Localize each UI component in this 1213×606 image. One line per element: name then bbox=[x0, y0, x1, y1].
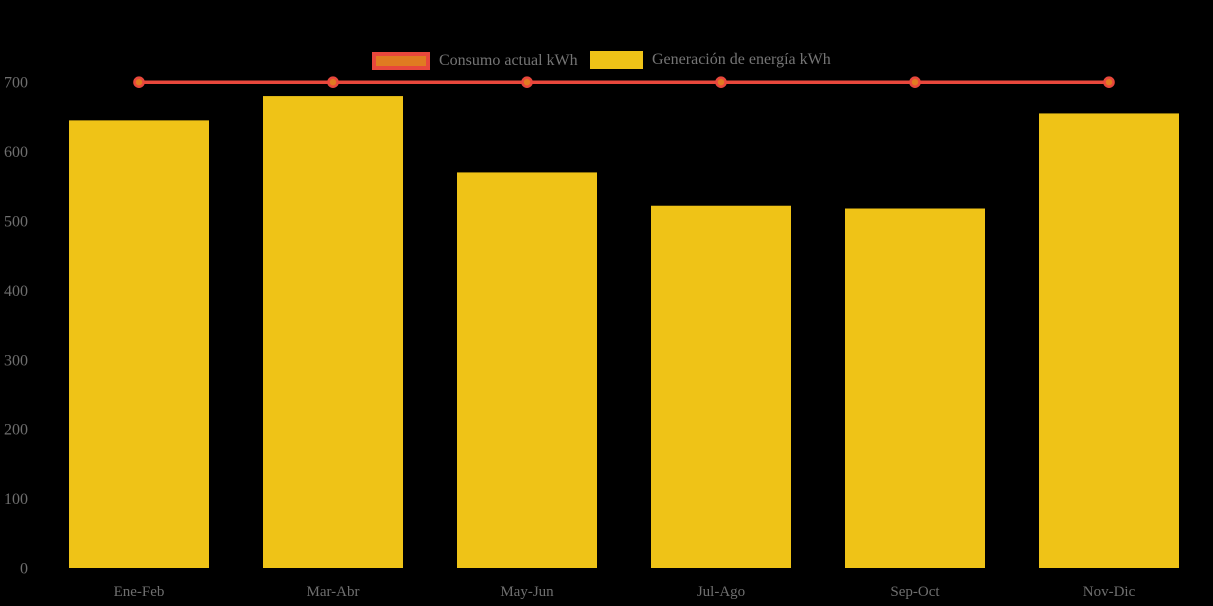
line-marker-nov-dic bbox=[1103, 76, 1115, 88]
bar-ene-feb bbox=[69, 120, 209, 569]
x-axis-label-nov-dic: Nov-Dic bbox=[1083, 584, 1136, 600]
y-axis-tick-label: 700 bbox=[4, 75, 28, 92]
legend-label-consumo: Consumo actual kWh bbox=[439, 52, 578, 69]
x-axis-label-sep-oct: Sep-Oct bbox=[890, 584, 940, 600]
bar-sep-oct bbox=[845, 208, 985, 568]
line-marker-ene-feb bbox=[133, 76, 145, 88]
line-marker-sep-oct bbox=[909, 76, 921, 88]
y-axis-tick-label: 600 bbox=[4, 144, 28, 161]
legend-item-consumo[interactable]: Consumo actual kWh bbox=[372, 52, 578, 70]
x-axis-label-ene-feb: Ene-Feb bbox=[114, 584, 165, 600]
x-axis-label-mar-abr: Mar-Abr bbox=[306, 584, 359, 600]
bar-may-jun bbox=[457, 172, 597, 569]
y-axis-tick-label: 400 bbox=[4, 283, 28, 300]
line-marker-mar-abr bbox=[327, 76, 339, 88]
x-axis-label-may-jun: May-Jun bbox=[500, 584, 554, 600]
y-axis-tick-label: 500 bbox=[4, 214, 28, 231]
legend-item-generacion[interactable]: Generación de energía kWh bbox=[590, 51, 831, 69]
x-axis-label-jul-ago: Jul-Ago bbox=[697, 584, 745, 600]
bar-mar-abr bbox=[263, 96, 403, 568]
y-axis-tick-label: 0 bbox=[20, 561, 28, 578]
legend-swatch-consumo-icon bbox=[372, 52, 430, 70]
bar-nov-dic bbox=[1039, 113, 1179, 569]
y-axis-tick-label: 100 bbox=[4, 491, 28, 508]
line-marker-may-jun bbox=[521, 76, 533, 88]
y-axis-tick-label: 300 bbox=[4, 352, 28, 369]
legend-swatch-generacion-icon bbox=[590, 51, 643, 69]
line-marker-jul-ago bbox=[715, 76, 727, 88]
y-axis-tick-label: 200 bbox=[4, 422, 28, 439]
bar-jul-ago bbox=[651, 205, 791, 568]
legend-label-generacion: Generación de energía kWh bbox=[652, 51, 831, 68]
chart-legend: Consumo actual kWh Generación de energía… bbox=[0, 44, 1213, 78]
